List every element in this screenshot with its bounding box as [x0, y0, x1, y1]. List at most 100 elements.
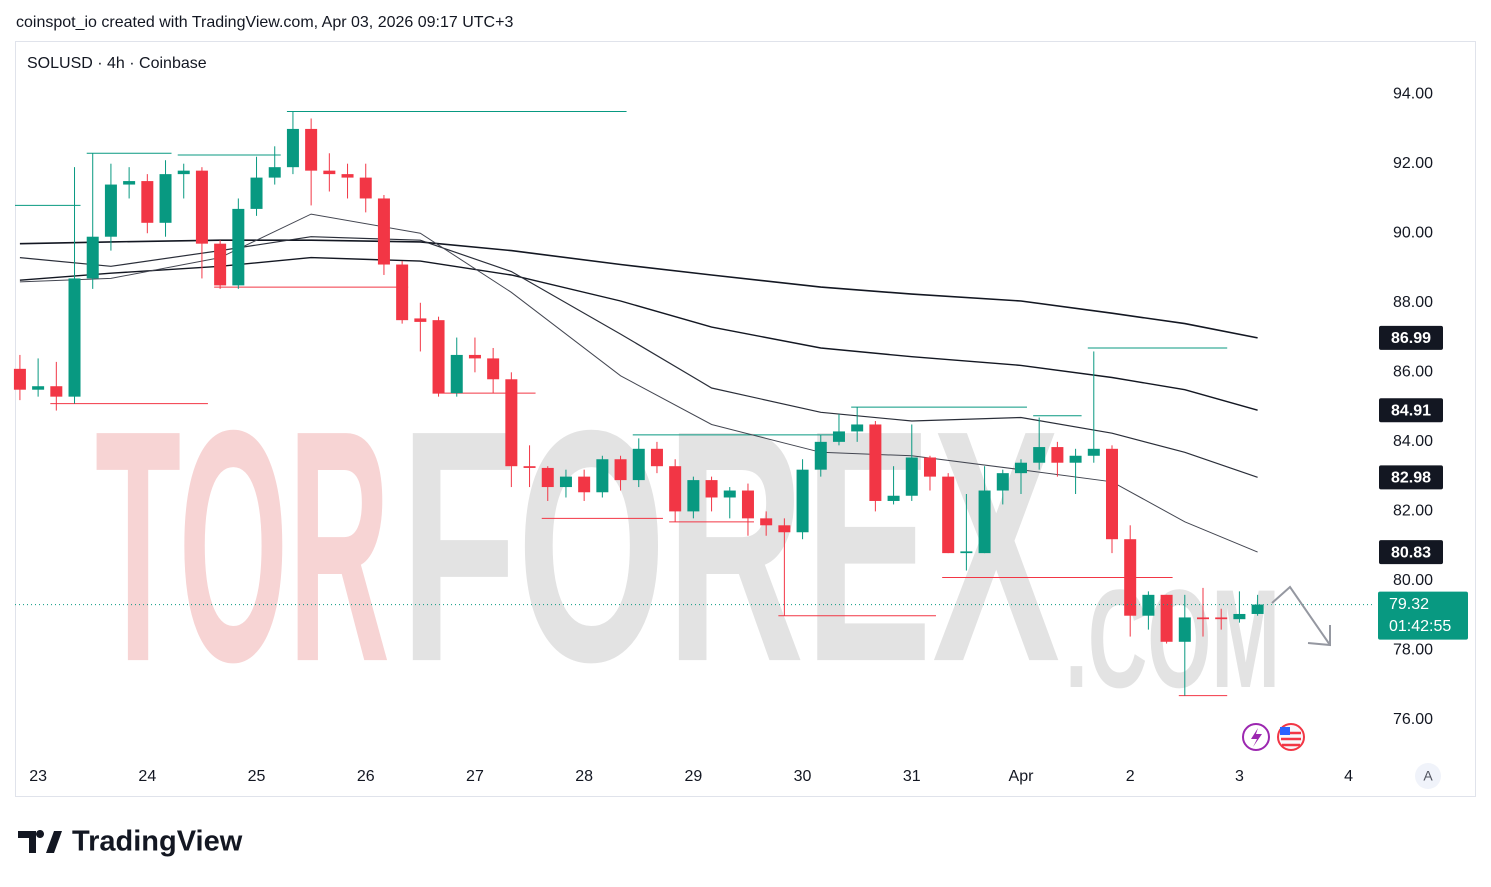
scale-button[interactable] — [1415, 763, 1441, 789]
y-tick-label: 92.00 — [1393, 155, 1433, 172]
candle-body — [814, 441, 827, 470]
candle-body — [32, 386, 45, 390]
y-tick-label: 82.00 — [1393, 503, 1433, 520]
candle-body — [1251, 604, 1264, 614]
x-tick-label: 30 — [794, 768, 812, 785]
candle-body — [687, 480, 700, 512]
y-tick-label: 88.00 — [1393, 294, 1433, 311]
candle-body — [414, 318, 427, 322]
candle-body — [723, 490, 736, 498]
candle-body — [177, 170, 190, 175]
candle-body — [1014, 462, 1027, 474]
x-tick-label: 26 — [357, 768, 375, 785]
candle-body — [978, 490, 991, 554]
candle-body — [1105, 448, 1118, 540]
x-tick-label: 29 — [684, 768, 702, 785]
candle-body — [705, 480, 718, 498]
candle-body — [214, 243, 227, 286]
candle-body — [50, 386, 63, 397]
moving-average-line — [19, 239, 1258, 339]
x-tick-label: 27 — [466, 768, 484, 785]
last-price-label: 79.32 — [1389, 596, 1429, 613]
candle-body — [250, 177, 263, 209]
candle-body — [159, 174, 172, 223]
candle-body — [1215, 617, 1228, 620]
candle-body — [851, 424, 864, 432]
brand: TradingView — [72, 826, 243, 858]
candle-body — [996, 473, 1009, 491]
x-tick-label: 23 — [29, 768, 47, 785]
chart-title: SOLUSD · 4h · Coinbase — [27, 55, 207, 72]
candle-body — [1124, 539, 1137, 616]
candle-body — [195, 170, 208, 244]
candle-body — [86, 236, 99, 279]
ma-value-label: 84.91 — [1391, 402, 1431, 419]
candle-body — [541, 467, 554, 488]
ma-value-box — [1379, 325, 1443, 350]
arrow-drawing — [1271, 585, 1331, 647]
ma-value-label: 80.83 — [1391, 544, 1431, 561]
candle-body — [632, 448, 645, 481]
brand-logo — [18, 829, 62, 853]
candle-body — [796, 469, 809, 533]
candle-body — [614, 459, 627, 481]
candle-body — [905, 457, 918, 496]
candle-body — [923, 457, 936, 477]
candles — [13, 111, 1264, 696]
y-tick-label: 86.00 — [1393, 364, 1433, 381]
candle-body — [123, 181, 136, 185]
x-tick-label: 4 — [1344, 768, 1353, 785]
candle-body — [505, 379, 518, 467]
candle-body — [559, 476, 572, 488]
candle-body — [869, 424, 882, 501]
candle-body — [760, 518, 773, 526]
candle-body — [1087, 448, 1100, 456]
x-tick-label: 25 — [248, 768, 266, 785]
candle-body — [942, 476, 955, 554]
candle-body — [232, 208, 245, 286]
ma-value-box — [1379, 540, 1443, 565]
last-price-box — [1378, 591, 1468, 640]
candle-body — [669, 466, 682, 512]
x-tick-label: 3 — [1235, 768, 1244, 785]
candle-body — [68, 278, 81, 397]
x-tick-label: 2 — [1126, 768, 1135, 785]
candle-body — [450, 354, 463, 394]
y-tick-label: 84.00 — [1393, 433, 1433, 450]
chart-frame — [15, 41, 1476, 797]
candle-body — [1069, 455, 1082, 463]
candle-body — [887, 495, 900, 501]
candle-body — [1178, 617, 1191, 642]
candle-body — [1142, 594, 1155, 616]
candle-body — [396, 264, 409, 321]
candle-body — [13, 368, 26, 390]
candle-body — [741, 490, 754, 519]
candle-body — [832, 431, 845, 442]
candle-body — [432, 320, 445, 394]
candle-body — [141, 181, 154, 223]
ma-value-box — [1379, 465, 1443, 490]
candle-body — [487, 358, 500, 380]
candle-body — [268, 167, 281, 178]
event-icon-bolt — [1251, 728, 1262, 747]
candle-body — [1160, 594, 1173, 642]
ma-value-label: 86.99 — [1391, 330, 1431, 347]
countdown-label: 01:42:55 — [1389, 618, 1451, 635]
y-tick-label: 76.00 — [1393, 711, 1433, 728]
levels — [15, 111, 1228, 697]
candle-body — [523, 466, 536, 468]
candle-body — [578, 476, 591, 493]
axes: 76.00 78.00 80.00 82.00 84.00 86.00 88.00 90.00… — [15, 85, 1468, 785]
scale-button-label: A — [1423, 768, 1433, 784]
watermark-text: TOR — [95, 361, 390, 730]
candle-body — [1051, 447, 1064, 463]
event-icon[interactable] — [1242, 723, 1270, 751]
x-tick-label: Apr — [1009, 768, 1035, 785]
candle-body — [596, 459, 609, 493]
ma-value-label: 82.98 — [1391, 470, 1431, 487]
candle-body — [104, 184, 117, 237]
x-tick-label: 24 — [138, 768, 156, 785]
